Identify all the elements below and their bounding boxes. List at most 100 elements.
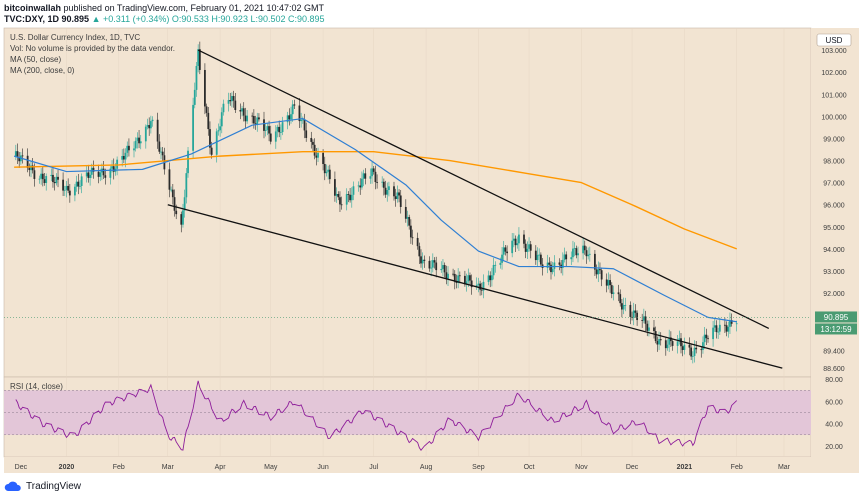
- candle-body: [160, 151, 162, 153]
- candle-body: [418, 246, 421, 257]
- candle-body: [33, 170, 36, 179]
- price-tick: 89.400: [823, 348, 845, 355]
- candle-body: [374, 171, 377, 183]
- candle-body: [393, 186, 395, 197]
- candle-body: [648, 327, 650, 331]
- candle-body: [612, 292, 615, 294]
- candle-body: [561, 259, 564, 268]
- candle-body: [161, 151, 164, 156]
- candle-body: [621, 303, 623, 310]
- candle-body: [323, 163, 326, 174]
- candle-body: [585, 250, 588, 257]
- ma50-path: [13, 117, 737, 323]
- candle-body: [252, 115, 255, 124]
- candle-body: [288, 115, 291, 120]
- ma200-legend[interactable]: MA (200, close, 0): [10, 66, 75, 75]
- candle-body: [52, 174, 54, 182]
- candle-body: [254, 123, 257, 125]
- candle-body: [398, 192, 400, 196]
- price-axis[interactable]: [811, 28, 859, 457]
- candle-body: [443, 265, 446, 273]
- candle-body: [605, 279, 608, 286]
- candle-body: [109, 168, 112, 178]
- candle-body: [499, 262, 502, 265]
- price-pane[interactable]: [3, 27, 812, 378]
- price-change: ▲ +0.311 (+0.34%): [91, 14, 170, 24]
- candle-body: [229, 100, 232, 102]
- last-price-label: 90.895: [824, 313, 849, 322]
- candle-body: [364, 173, 367, 179]
- publisher-name[interactable]: bitcoinwallah: [4, 3, 62, 13]
- candle-body: [369, 176, 372, 179]
- candle-body: [349, 194, 351, 201]
- candle-body: [242, 108, 245, 116]
- candle-body: [491, 275, 493, 281]
- candle-body: [703, 334, 706, 343]
- candle-body: [156, 119, 159, 142]
- candle-body: [676, 341, 679, 346]
- candle-body: [126, 145, 129, 153]
- candle-body: [195, 65, 198, 90]
- candle-body: [57, 176, 59, 180]
- candle-body: [416, 237, 419, 247]
- price-tick: 93.000: [823, 269, 845, 276]
- candle-body: [40, 173, 43, 179]
- candle-body: [290, 114, 292, 120]
- candle-body: [479, 283, 481, 290]
- candle-body: [529, 244, 532, 251]
- candle-body: [219, 126, 222, 131]
- candle-body: [21, 155, 24, 157]
- candle-body: [573, 248, 576, 250]
- candle-body: [671, 341, 674, 346]
- candle-body: [386, 190, 389, 195]
- candle-body: [244, 115, 247, 122]
- candle-body: [281, 122, 284, 133]
- time-tick: Apr: [215, 464, 227, 471]
- candle-body: [512, 238, 515, 241]
- candle-body: [116, 159, 119, 169]
- candle-body: [317, 152, 319, 158]
- candle-body: [234, 100, 237, 110]
- candle-body: [251, 115, 254, 117]
- axis-ticks: 103.000 102.000 101.000 100.000 99.000 98.000…: [15, 48, 847, 471]
- time-axis[interactable]: [4, 457, 859, 473]
- candle-body: [457, 275, 460, 283]
- rsi-tick: 60.00: [825, 399, 843, 406]
- candle-body: [138, 137, 140, 144]
- candle-body: [440, 268, 443, 271]
- rsi-legend[interactable]: RSI (14, close): [10, 382, 63, 391]
- candle-body: [514, 238, 517, 246]
- time-tick: Dec: [626, 464, 639, 471]
- candle-body: [16, 151, 19, 158]
- candle-body: [593, 253, 596, 270]
- candle-body: [480, 289, 483, 291]
- candle-body: [258, 117, 260, 120]
- candle-body: [227, 100, 230, 104]
- candle-body: [279, 132, 282, 133]
- candle-body: [688, 344, 691, 348]
- candle-body: [575, 248, 578, 256]
- candle-body: [469, 275, 471, 281]
- currency-box[interactable]: [816, 33, 852, 47]
- candle-body: [239, 109, 242, 112]
- candle-body: [577, 253, 579, 256]
- ohlc-values: O:90.533 H:90.923 L:90.502 C:90.895: [171, 14, 325, 24]
- ma50-legend[interactable]: MA (50, close): [10, 55, 61, 64]
- candle-body: [548, 262, 551, 265]
- candle-body: [518, 234, 520, 244]
- candle-body: [55, 176, 58, 184]
- candle-body: [683, 344, 686, 350]
- candle-body: [644, 316, 647, 324]
- candle-body: [198, 49, 201, 70]
- candle-body: [656, 341, 659, 345]
- trendlines[interactable]: [167, 49, 783, 369]
- candle-body: [587, 254, 590, 257]
- footer-brand[interactable]: TradingView: [4, 480, 81, 492]
- candle-body: [173, 197, 176, 211]
- publish-info: published on TradingView.com, February 0…: [63, 3, 325, 13]
- candle-body: [28, 167, 31, 171]
- price-tick: 103.000: [821, 48, 846, 55]
- lower-trendline: [167, 204, 783, 369]
- candle-body: [669, 337, 672, 342]
